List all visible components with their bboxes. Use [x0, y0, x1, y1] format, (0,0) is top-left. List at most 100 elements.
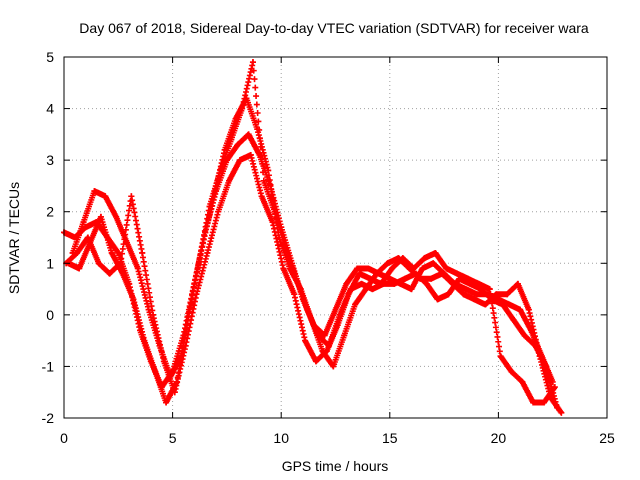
data-point: [269, 219, 276, 226]
data-point: [332, 306, 339, 313]
data-point: [460, 291, 467, 298]
data-point: [76, 265, 83, 272]
x-tick-label: 5: [169, 430, 177, 446]
data-point: [408, 286, 415, 293]
data-point: [410, 265, 417, 272]
data-point: [119, 270, 126, 277]
data-point: [352, 301, 359, 308]
data-point: [234, 141, 241, 148]
data-point: [493, 291, 500, 298]
data-point: [399, 255, 406, 262]
data-point: [362, 286, 369, 293]
data-point: [497, 353, 504, 360]
data-point: [160, 358, 167, 365]
data-point: [541, 399, 548, 406]
data-point: [117, 260, 124, 267]
data-point: [128, 193, 135, 200]
data-point: [428, 275, 435, 282]
data-point: [343, 280, 350, 287]
data-point: [475, 280, 482, 287]
data-point: [365, 265, 372, 272]
data-point: [430, 260, 437, 267]
data-point: [551, 384, 558, 391]
data-point: [182, 342, 189, 349]
y-tick-label: 1: [46, 255, 54, 271]
grid-lines: [64, 57, 607, 418]
data-point: [286, 265, 293, 272]
data-point: [384, 260, 391, 267]
data-point: [249, 59, 256, 66]
axis-ticks: 0 5 10 15 20 25 -2 -1 0 1 2 3 4 5: [42, 49, 615, 446]
data-point: [236, 157, 243, 164]
data-point: [106, 270, 113, 277]
data-point: [334, 322, 341, 329]
x-axis-label: GPS time / hours: [282, 458, 389, 474]
data-point: [95, 260, 102, 267]
data-point: [510, 317, 517, 324]
data-point: [80, 219, 87, 226]
data-point: [471, 296, 478, 303]
data-point: [280, 265, 287, 272]
data-point: [108, 249, 115, 256]
data-point: [536, 353, 543, 360]
data-point: [391, 280, 398, 287]
data-point: [341, 332, 348, 339]
data-point: [302, 337, 309, 344]
data-point: [323, 347, 330, 354]
data-point: [421, 255, 428, 262]
data-point: [473, 291, 480, 298]
y-tick-label: -1: [42, 358, 55, 374]
data-point: [312, 358, 319, 365]
data-point: [558, 409, 565, 416]
x-tick-label: 15: [382, 430, 398, 446]
data-point: [193, 291, 200, 298]
x-tick-label: 20: [491, 430, 507, 446]
data-point: [134, 265, 141, 272]
data-point: [530, 399, 537, 406]
data-point: [388, 265, 395, 272]
data-point: [358, 280, 365, 287]
data-point: [226, 177, 233, 184]
y-tick-label: 0: [46, 307, 54, 323]
data-point: [265, 167, 272, 174]
data-point: [141, 337, 148, 344]
data-point: [321, 332, 328, 339]
data-point: [74, 249, 81, 256]
data-point: [402, 275, 409, 282]
data-point: [356, 270, 363, 277]
x-tick-label: 10: [273, 430, 289, 446]
data-point: [210, 193, 217, 200]
data-point: [139, 249, 146, 256]
x-tick-label: 25: [599, 430, 615, 446]
data-point: [260, 177, 267, 184]
data-point: [464, 275, 471, 282]
data-point: [508, 368, 515, 375]
data-point: [506, 301, 513, 308]
data-point: [102, 193, 109, 200]
data-point: [434, 296, 441, 303]
data-point: [91, 188, 98, 195]
data-point: [517, 306, 524, 313]
data-point: [200, 239, 207, 246]
data-point: [499, 301, 506, 308]
data-point: [221, 146, 228, 153]
data-point: [354, 265, 361, 272]
data-point: [171, 389, 178, 396]
data-point: [369, 286, 376, 293]
y-tick-label: 5: [46, 49, 54, 65]
data-point: [432, 249, 439, 256]
data-point: [525, 306, 532, 313]
data-point: [373, 270, 380, 277]
chart-title: Day 067 of 2018, Sidereal Day-to-day VTE…: [79, 20, 589, 36]
data-point: [232, 115, 239, 122]
plot-frame: [63, 56, 608, 419]
data-point: [330, 363, 337, 370]
data-point: [514, 280, 521, 287]
data-point: [482, 301, 489, 308]
data-point: [423, 280, 430, 287]
data-point: [297, 286, 304, 293]
data-point: [445, 291, 452, 298]
y-tick-label: -2: [42, 410, 55, 426]
data-point: [123, 239, 130, 246]
